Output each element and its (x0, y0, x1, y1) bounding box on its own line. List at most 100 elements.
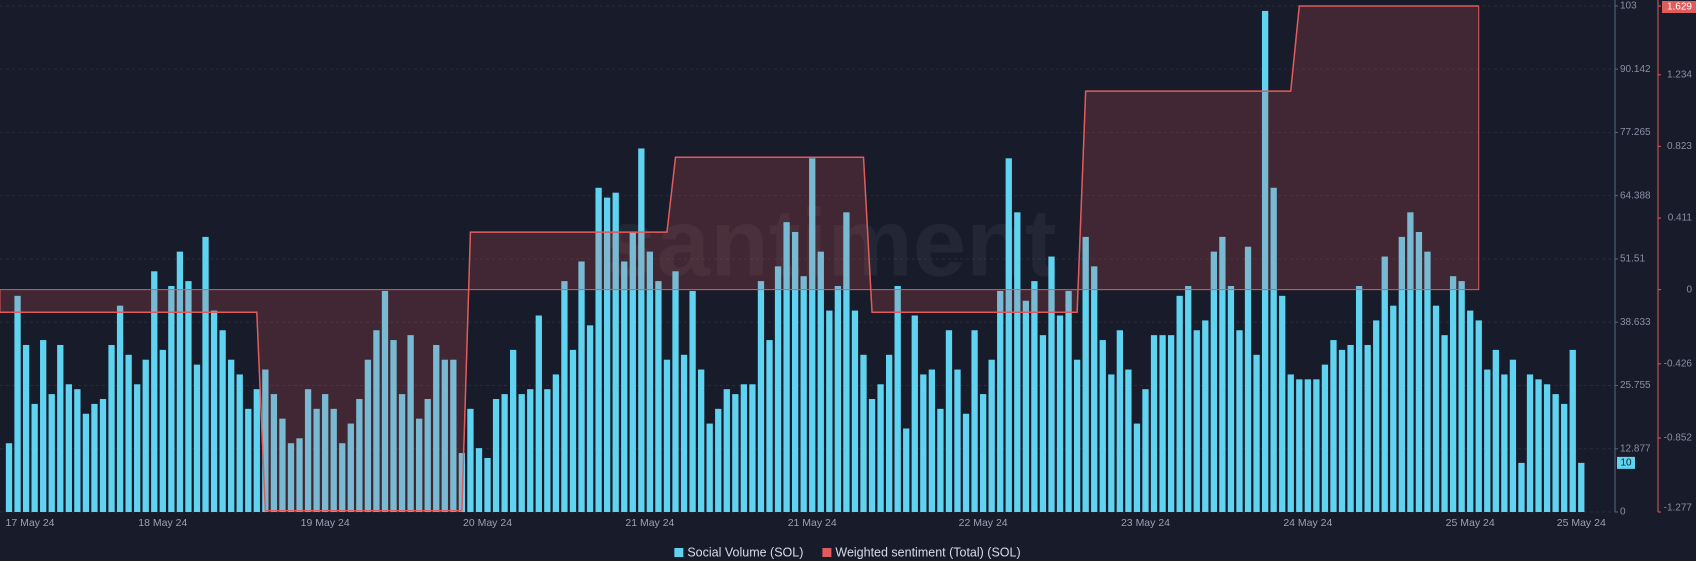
bar (1526, 374, 1534, 512)
bar (5, 443, 13, 512)
bar (57, 344, 64, 512)
bar (262, 369, 269, 512)
y-tick-label: 25.755 (1620, 380, 1651, 391)
bar (732, 394, 739, 512)
bar (1065, 290, 1072, 512)
bar (527, 389, 534, 512)
bar (330, 408, 337, 512)
bar (1338, 349, 1346, 512)
bar (894, 286, 901, 512)
bar (1253, 354, 1260, 512)
y2-tick-label: 1.234 (1667, 69, 1692, 80)
bar (450, 359, 457, 512)
bar (826, 310, 833, 512)
bar (1458, 281, 1465, 512)
bar (1432, 305, 1440, 512)
bar (757, 281, 765, 512)
y2-tick-label: 1.629 (1667, 2, 1692, 13)
bar (544, 389, 551, 512)
bar (364, 359, 372, 512)
bar (971, 330, 978, 512)
bar (1099, 340, 1106, 512)
bar (860, 354, 867, 512)
y2-tick-label: -0.426 (1664, 358, 1693, 369)
bar (1518, 462, 1525, 512)
bar (1039, 335, 1047, 512)
bar (809, 158, 816, 512)
bar (697, 369, 705, 512)
y2-tick-label: 0.411 (1668, 213, 1693, 224)
bar (475, 448, 483, 512)
bar (903, 428, 910, 512)
bar (595, 187, 602, 513)
bar (510, 349, 517, 512)
bar (296, 438, 303, 512)
bar (672, 271, 679, 512)
bar (433, 344, 440, 512)
bar (715, 408, 722, 512)
y2-tick-label: -1.277 (1664, 503, 1693, 514)
bar (586, 325, 594, 512)
bar (1125, 369, 1132, 512)
bar (1073, 359, 1081, 512)
y-tick-label: 38.633 (1620, 317, 1651, 328)
bar (168, 286, 175, 512)
bar (1578, 462, 1585, 512)
y-tick-label: 64.388 (1620, 190, 1651, 201)
bar (962, 413, 970, 512)
y2-tick-label: -0.852 (1664, 433, 1693, 444)
bar (518, 394, 525, 512)
bar (638, 148, 645, 513)
x-tick-label: 23 May 24 (1121, 517, 1170, 529)
value-label: 10 (1620, 458, 1632, 469)
bar (1202, 320, 1209, 512)
bar (347, 423, 354, 512)
bar (134, 384, 141, 512)
bar (151, 271, 158, 512)
bar (1279, 295, 1286, 512)
bar (1219, 236, 1226, 513)
bar (774, 266, 782, 512)
legend-swatch (822, 548, 832, 557)
bar (1509, 359, 1517, 512)
bar (99, 399, 107, 512)
bar (1449, 276, 1457, 512)
bar (458, 453, 466, 512)
bar (1390, 305, 1397, 512)
bar (31, 403, 38, 512)
bar (885, 354, 893, 512)
bar (578, 261, 585, 512)
bar (1492, 349, 1499, 512)
bar (1236, 330, 1243, 512)
y2-tick-label: 0 (1686, 284, 1692, 295)
bar (1116, 330, 1123, 512)
bar (1031, 281, 1038, 512)
bar (1150, 335, 1158, 512)
bar (621, 261, 628, 512)
bar (920, 374, 927, 512)
bar (424, 399, 431, 512)
y-tick-label: 77.265 (1620, 127, 1651, 138)
bar (202, 236, 209, 513)
bar (313, 408, 320, 512)
bar (945, 330, 953, 512)
bar (851, 310, 859, 512)
bar (800, 276, 807, 512)
bar (1467, 310, 1474, 512)
bar (1270, 187, 1277, 513)
bar (65, 384, 72, 512)
bar (22, 344, 30, 512)
bar (1441, 335, 1448, 512)
bar (1424, 251, 1431, 512)
bar (1475, 320, 1482, 512)
bar (1167, 335, 1175, 512)
bar (1552, 394, 1559, 512)
y-tick-label: 51.51 (1620, 254, 1645, 265)
bar (1056, 315, 1064, 512)
bar (561, 281, 568, 512)
bar (663, 359, 671, 512)
bar (791, 231, 799, 512)
bar (398, 394, 406, 512)
x-tick-label: 24 May 24 (1283, 517, 1332, 529)
